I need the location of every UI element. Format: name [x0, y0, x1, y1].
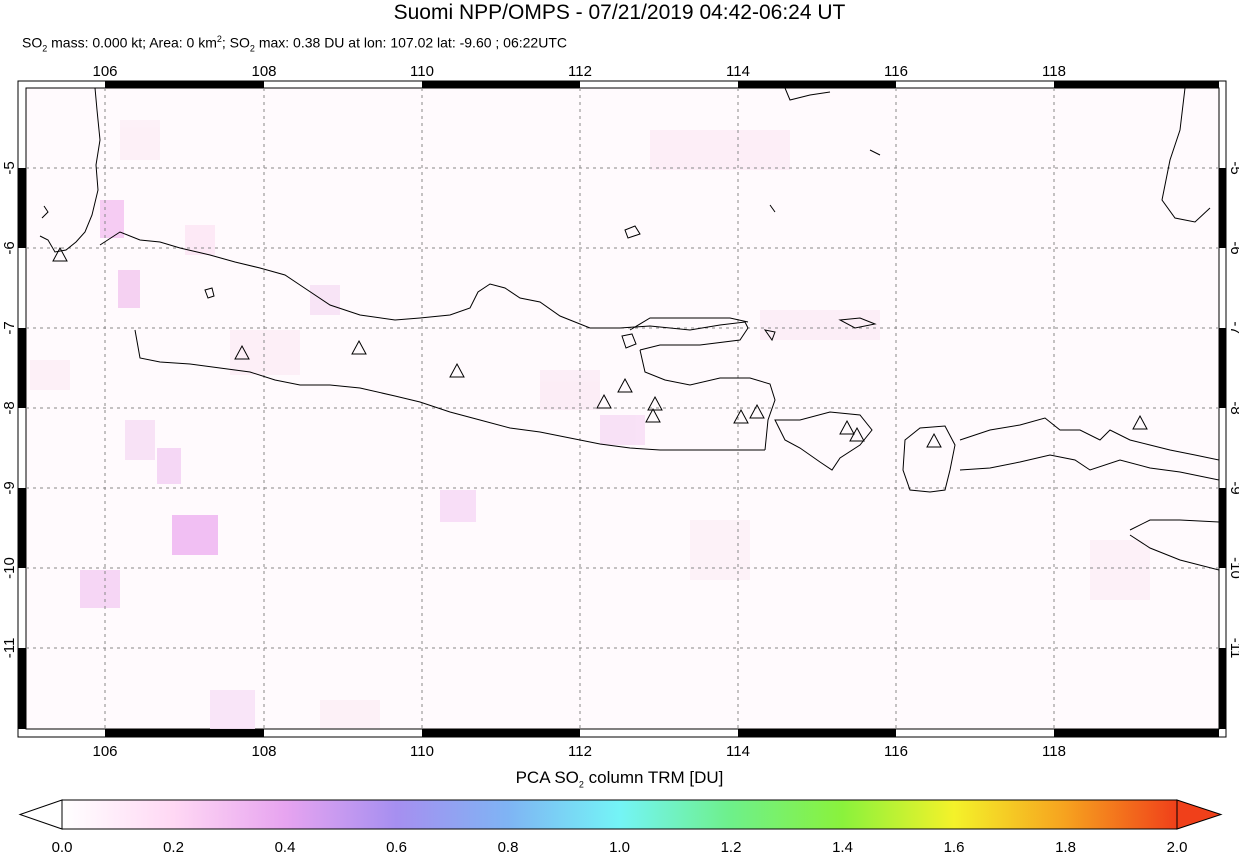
- lon-tick-bottom: 116: [884, 743, 908, 760]
- map-title: Suomi NPP/OMPS - 07/21/2019 04:42-06:24 …: [393, 1, 846, 24]
- colorbar-tick: 0.6: [386, 839, 407, 855]
- lat-tick-right: -5: [1227, 161, 1239, 174]
- volcano-markers: [52, 246, 1148, 448]
- lon-tick-bottom: 110: [410, 743, 434, 760]
- volcano-icon: [1132, 414, 1148, 430]
- colorbar: 0.0 0.2 0.4 0.6 0.8 1.0 1.2 1.4 1.6 1.8 …: [18, 799, 1223, 855]
- lat-tick-left: -6: [1, 241, 18, 254]
- volcano-icon: [234, 344, 250, 360]
- colorbar-high-arrow: [1176, 799, 1223, 830]
- lon-ticks-bottom: 106 108 110 112 114 116 118: [92, 743, 1065, 760]
- lon-tick-bottom: 108: [251, 743, 276, 760]
- lat-tick-left: -11: [1, 638, 18, 659]
- volcano-icon: [52, 246, 68, 262]
- stats-sup: 2: [216, 34, 222, 44]
- volcano-icon: [749, 403, 765, 419]
- lat-tick-right: -8: [1227, 401, 1239, 414]
- lat-tick-left: -8: [1, 401, 18, 414]
- colorbar-tick: 1.4: [832, 839, 853, 855]
- lon-tick-bottom: 112: [568, 743, 592, 760]
- axis-frame-bars: [18, 81, 1226, 737]
- volcano-icon: [733, 408, 749, 424]
- colorbar-ticks: 0.0 0.2 0.4 0.6 0.8 1.0 1.2 1.4 1.6 1.8 …: [52, 839, 1188, 855]
- lat-tick-right: -9: [1227, 481, 1239, 494]
- colorbar-low-arrow: [18, 799, 63, 830]
- colorbar-tick: 1.6: [944, 839, 965, 855]
- lon-tick-top: 108: [251, 63, 276, 80]
- colorbar-tick: 0.0: [52, 839, 73, 855]
- volcano-icon: [351, 339, 367, 355]
- stats-max: max: 0.38 DU at lon: 107.02 lat: -9.60 ;…: [254, 34, 567, 51]
- colorbar-tick: 0.2: [163, 839, 184, 855]
- colorbar-title-pre: PCA SO: [515, 768, 579, 787]
- colorbar-tick: 2.0: [1167, 839, 1188, 855]
- lat-tick-right: -7: [1227, 321, 1239, 334]
- stats-so2-label-2: ; SO: [221, 34, 250, 51]
- volcano-icon: [617, 377, 633, 393]
- lon-tick-bottom: 118: [1042, 743, 1066, 760]
- lat-tick-left: -9: [1, 481, 18, 494]
- lat-ticks-left: -5 -6 -7 -8 -9 -10 -11: [1, 161, 18, 658]
- colorbar-title-post: column TRM [DU]: [583, 768, 724, 787]
- stats-mass-area: mass: 0.000 kt; Area: 0 km: [47, 34, 217, 51]
- volcano-icon: [647, 395, 663, 411]
- coastlines: [39, 88, 1219, 571]
- lon-tick-bottom: 114: [726, 743, 750, 760]
- lon-tick-top: 110: [410, 63, 434, 80]
- volcano-icon: [596, 393, 612, 409]
- colorbar-tick: 1.0: [609, 839, 630, 855]
- colorbar-gradient: [61, 799, 1178, 830]
- lon-tick-top: 112: [568, 63, 592, 80]
- lat-ticks-right: -5 -6 -7 -8 -9 -10 -11: [1227, 161, 1239, 658]
- colorbar-title: PCA SO2 column TRM [DU]: [0, 768, 1239, 789]
- lat-tick-left: -5: [1, 161, 18, 174]
- stats-sub: 2: [42, 43, 48, 54]
- lon-tick-top: 114: [726, 63, 750, 80]
- lat-tick-right: -10: [1227, 557, 1239, 579]
- colorbar-tick: 0.4: [275, 839, 296, 855]
- lat-tick-right: -11: [1227, 638, 1239, 659]
- colorbar-title-sub: 2: [578, 779, 584, 790]
- colorbar-tick: 0.8: [498, 839, 519, 855]
- so2-stats-line: SO2 mass: 0.000 kt; Area: 0 km2; SO2 max…: [22, 34, 567, 53]
- volcano-icon: [926, 432, 942, 448]
- lon-ticks-top: 106 108 110 112 114 116 118: [92, 63, 1065, 80]
- stats-so2-label: SO: [22, 34, 43, 51]
- lat-tick-left: -10: [1, 557, 18, 579]
- lon-tick-top: 116: [884, 63, 908, 80]
- volcano-icon: [645, 407, 661, 423]
- lat-tick-left: -7: [1, 321, 18, 334]
- lon-tick-bottom: 106: [92, 743, 117, 760]
- lon-tick-top: 106: [92, 63, 117, 80]
- volcano-icon: [839, 419, 855, 435]
- colorbar-tick: 1.8: [1055, 839, 1076, 855]
- volcano-icon: [449, 362, 465, 378]
- colorbar-tick: 1.2: [721, 839, 742, 855]
- lon-tick-top: 118: [1042, 63, 1066, 80]
- lat-tick-right: -6: [1227, 241, 1239, 254]
- stats-sub-2: 2: [249, 43, 255, 54]
- volcano-icon: [849, 426, 865, 442]
